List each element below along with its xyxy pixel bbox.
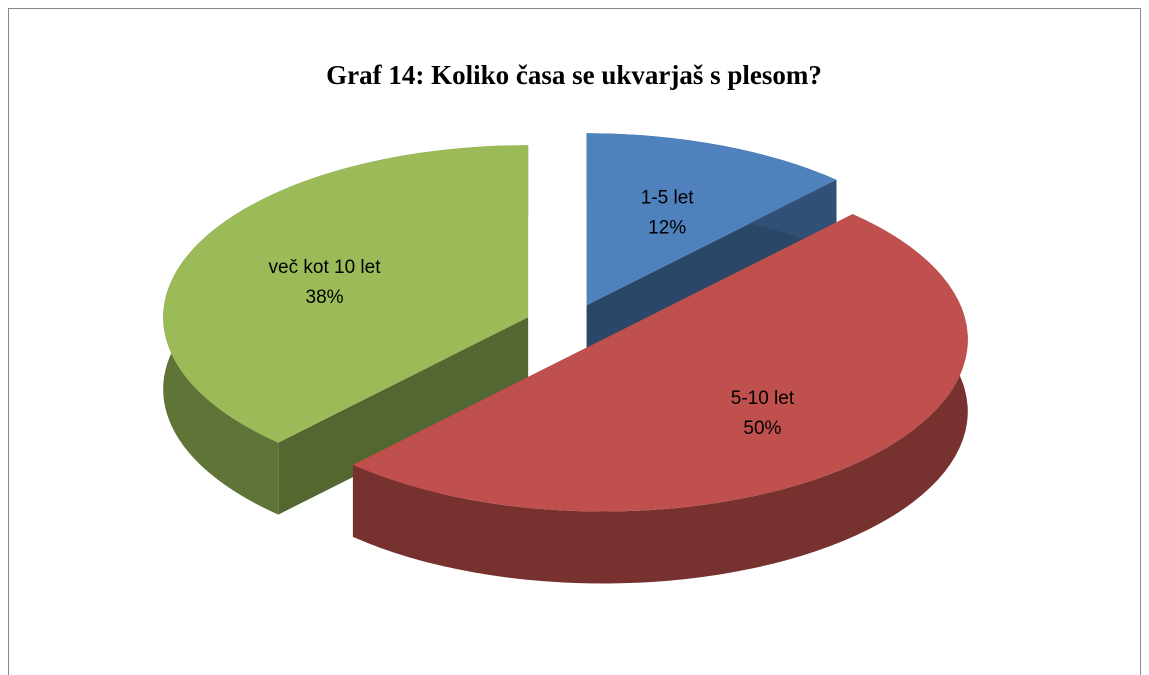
chart-frame [8,8,1141,675]
slice-value-label: 50% [743,418,781,439]
slice-top [163,145,529,443]
slice-top [586,133,837,306]
slice-category-label: 1-5 let [641,187,695,208]
slice-top [352,214,968,512]
slice [163,145,529,515]
slice-side [278,317,529,515]
chart-title: Graf 14: Koliko časa se ukvarjaš s pleso… [326,60,822,90]
slice-value-label: 38% [306,287,344,308]
slice [352,214,968,584]
slice-category-label: 5-10 let [731,388,795,409]
slice-value-label: 12% [648,217,686,238]
slice-wall [352,214,968,584]
slice-category-label: več kot 10 let [269,257,382,278]
